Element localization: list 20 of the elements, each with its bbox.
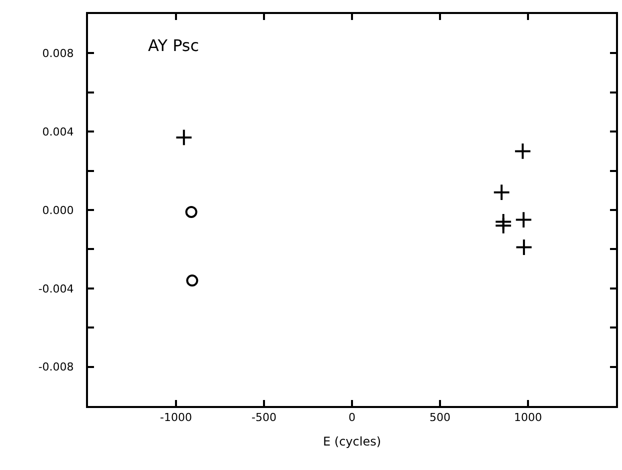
y-tick-label: 0.000: [42, 204, 74, 217]
point: [514, 142, 532, 160]
point: [515, 238, 533, 256]
point: [186, 274, 198, 287]
x-tick-label: -1000: [160, 411, 192, 424]
x-tick-label: 1000: [514, 411, 542, 424]
y-tick-label: -0.004: [38, 282, 74, 296]
x-tick-label: 500: [430, 411, 450, 424]
x-tick-label: -500: [252, 411, 276, 424]
point: [514, 211, 532, 228]
point: [494, 216, 512, 234]
y-tick-label: -0.008: [38, 360, 74, 374]
point: [185, 206, 198, 218]
x-tick-label: 0: [348, 411, 356, 424]
y-tick-label: 0.008: [42, 47, 74, 60]
y-tick-label: 0.004: [42, 125, 74, 138]
point: [492, 184, 510, 202]
annotation: AY Psc: [148, 36, 200, 55]
x-axis-title: E (cycles): [322, 434, 382, 449]
point: [175, 128, 193, 146]
